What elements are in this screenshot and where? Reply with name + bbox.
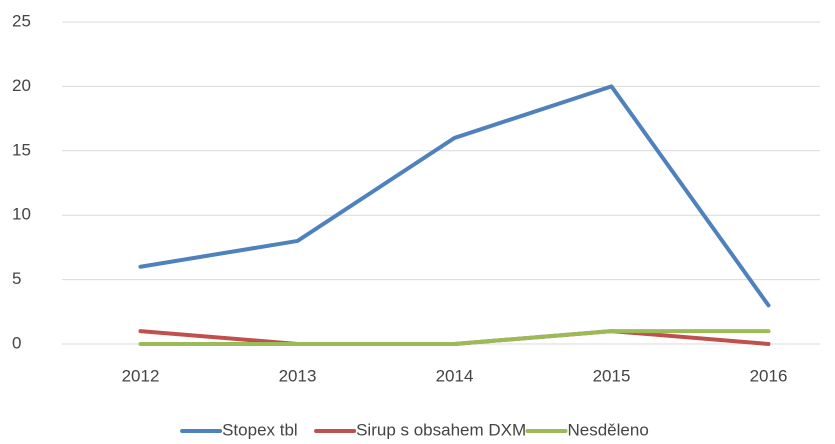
x-tick-label: 2013 [279,366,317,385]
x-tick-label: 2012 [122,366,160,385]
x-tick-label: 2016 [750,366,788,385]
y-tick-label: 0 [12,333,21,352]
series-line [138,84,771,308]
legend-label: Stopex tbl [222,420,298,439]
x-tick-label: 2015 [593,366,631,385]
y-tick-label: 25 [12,11,31,30]
legend-label: Nesděleno [568,420,649,439]
y-tick-label: 15 [12,140,31,159]
y-tick-label: 10 [12,205,31,224]
series-line [138,329,771,346]
x-tick-label: 2014 [436,366,474,385]
y-tick-label: 5 [12,269,21,288]
legend-label: Sirup s obsahem DXM [356,420,526,439]
y-tick-label: 20 [12,76,31,95]
